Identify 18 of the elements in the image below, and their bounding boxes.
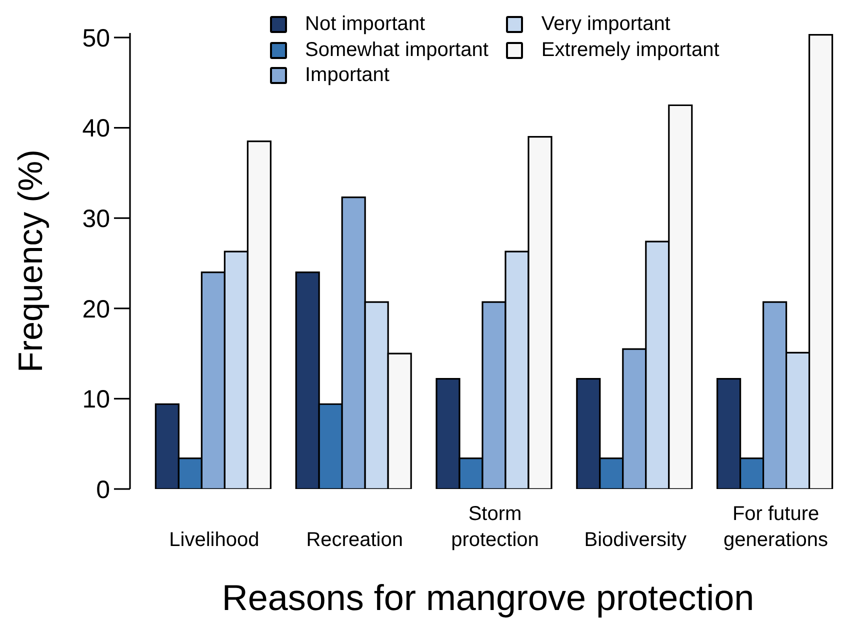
x-tick-label: Biodiversity: [584, 529, 687, 551]
y-tick-label: 50: [82, 24, 110, 52]
y-tick-label: 10: [82, 386, 110, 414]
legend-label: Important: [305, 64, 390, 88]
legend-label: Not important: [305, 13, 426, 36]
legend-label: Very important: [541, 13, 670, 36]
y-axis-title: Frequency (%): [12, 150, 50, 372]
x-axis-title: Reasons for mangrove protection: [222, 577, 754, 618]
y-tick-label: 20: [82, 295, 110, 324]
legend-label: Extremely important: [541, 38, 720, 62]
x-tick-label: Recreation: [306, 529, 403, 551]
x-tick-label: Storm protection: [451, 503, 539, 551]
x-tick-label: Livelihood: [169, 529, 260, 551]
y-tick-label: 30: [82, 204, 110, 233]
legend-label: Somewhat important: [305, 38, 488, 62]
y-tick-label: 40: [82, 114, 110, 143]
x-tick-label: For future generations: [724, 503, 828, 551]
y-tick-label: 0: [96, 476, 110, 504]
